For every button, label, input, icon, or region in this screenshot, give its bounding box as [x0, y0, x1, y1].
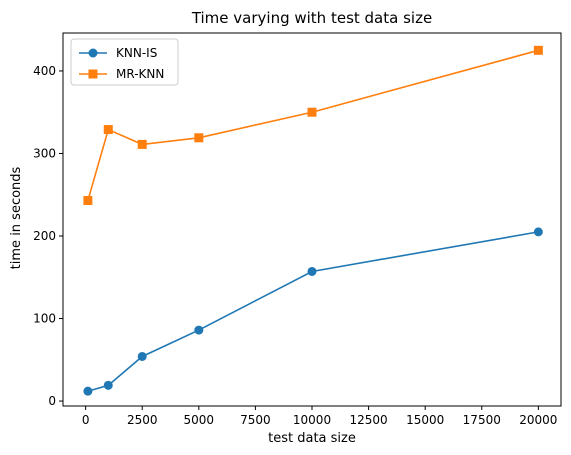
series-line: [87, 49, 539, 201]
x-tick-label: 15000: [406, 413, 444, 427]
legend-marker: [88, 48, 98, 58]
x-tick-label: 10000: [293, 413, 331, 427]
legend: KNN-IS MR-KNN: [70, 38, 179, 86]
series-knn-is: [83, 227, 543, 396]
x-tick-label: 7500: [240, 413, 271, 427]
data-point: [194, 325, 204, 335]
data-point: [137, 351, 147, 361]
series-mr-knn: [83, 45, 543, 206]
axes-frame: [62, 32, 562, 407]
y-tick-label: 200: [33, 229, 56, 243]
legend-marker: [88, 69, 98, 79]
plot-area: [83, 45, 543, 396]
data-point: [307, 266, 317, 276]
legend-entry: KNN-IS: [79, 46, 157, 60]
data-point: [194, 133, 204, 143]
y-axis-label: time in seconds: [9, 166, 24, 269]
y-tick-label: 400: [33, 64, 56, 78]
x-tick-label: 12500: [349, 413, 387, 427]
data-point: [137, 139, 147, 149]
y-tick-label: 0: [48, 394, 56, 408]
y-tick-label: 100: [33, 312, 56, 326]
data-point: [83, 196, 93, 206]
legend-label: MR-KNN: [116, 67, 164, 81]
axes: 0 2500 5000 7500 10000 12500 15000 17500 20000 0 1…: [33, 32, 562, 427]
x-tick-label: 0: [82, 413, 90, 427]
data-point: [83, 386, 93, 396]
x-tick-label: 17500: [463, 413, 501, 427]
x-tick-label: 5000: [184, 413, 215, 427]
x-axis-label: test data size: [268, 431, 356, 446]
data-point: [533, 45, 543, 55]
legend-label: KNN-IS: [116, 46, 157, 60]
x-tick-label: 2500: [127, 413, 158, 427]
legend-entry: MR-KNN: [79, 67, 164, 81]
x-tick-label: 20000: [519, 413, 557, 427]
data-point: [103, 125, 113, 135]
chart-title: Time varying with test data size: [191, 9, 432, 27]
data-point: [533, 227, 543, 237]
y-tick-label: 300: [33, 146, 56, 160]
series-line: [87, 231, 539, 392]
data-point: [103, 380, 113, 390]
data-point: [307, 107, 317, 117]
